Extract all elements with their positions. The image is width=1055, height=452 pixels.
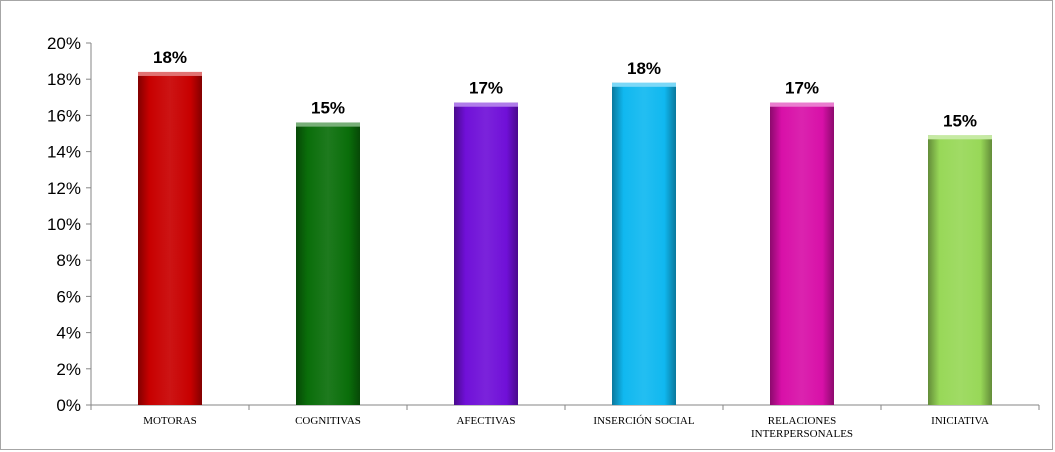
x-tick-label: COGNITIVAS	[295, 415, 361, 427]
y-tick-label: 16%	[47, 106, 81, 125]
bar-top-highlight	[612, 82, 676, 87]
bar-iniciativa	[928, 135, 992, 405]
bar-top-highlight	[770, 102, 834, 107]
data-label: 18%	[627, 59, 661, 78]
bar-top-highlight	[296, 122, 360, 127]
bar-motoras	[138, 71, 202, 406]
bar-top-highlight	[928, 135, 992, 140]
bar-inserción-social	[612, 82, 676, 405]
x-tick-label: AFECTIVAS	[456, 415, 515, 427]
x-tick-label: INICIATIVA	[931, 415, 989, 427]
bar-afectivas	[454, 102, 518, 405]
y-tick-label: 10%	[47, 215, 81, 234]
y-tick-label: 2%	[56, 360, 81, 379]
data-label: 18%	[153, 48, 187, 67]
data-label: 15%	[311, 99, 345, 118]
data-label: 17%	[469, 79, 503, 98]
data-label: 15%	[943, 111, 977, 130]
bar-top-highlight	[454, 102, 518, 107]
chart-bars	[138, 71, 992, 406]
chart-axes: 0% 2% 4% 6% 8% 10% 12% 14% 16% 18% 20%	[47, 34, 1040, 415]
bar-relaciones-interpersonales	[770, 102, 834, 405]
y-tick-label: 20%	[47, 34, 81, 53]
bar-top-highlight	[138, 71, 202, 76]
y-tick-label: 0%	[56, 396, 81, 415]
y-tick-label: 14%	[47, 143, 81, 162]
bar-cognitivas	[296, 122, 360, 405]
x-tick-label: MOTORAS	[143, 415, 197, 427]
y-tick-label: 18%	[47, 70, 81, 89]
chart-labels: 18% MOTORAS 15% COGNITIVAS 17% AFECTIVAS 18% IN…	[143, 48, 989, 440]
y-tick-label: 4%	[56, 324, 81, 343]
x-tick-label: INSERCIÓN SOCIAL	[593, 415, 694, 427]
data-label: 17%	[785, 79, 819, 98]
y-tick-label: 12%	[47, 179, 81, 198]
y-tick-label: 6%	[56, 287, 81, 306]
x-tick-label: RELACIONES INTERPERSONALES	[751, 415, 853, 440]
y-tick-label: 8%	[56, 251, 81, 270]
